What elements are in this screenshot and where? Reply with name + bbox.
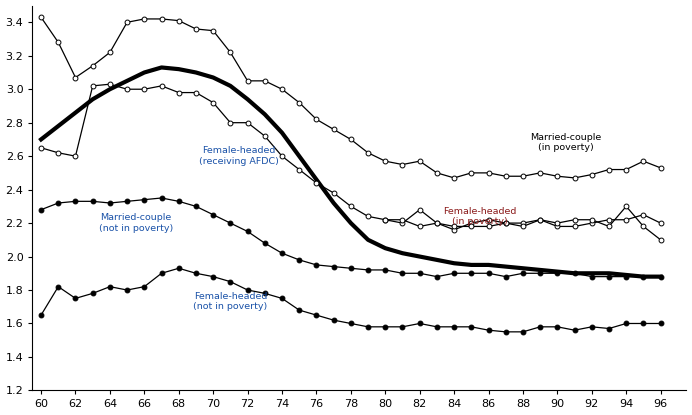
Text: Female-headed
(receiving AFDC): Female-headed (receiving AFDC) <box>199 146 279 166</box>
Text: Married-couple
(not in poverty): Married-couple (not in poverty) <box>98 213 173 233</box>
Text: Female-headed
(in poverty): Female-headed (in poverty) <box>444 207 517 226</box>
Text: Married-couple
(in poverty): Married-couple (in poverty) <box>530 133 601 152</box>
Text: Female-headed
(not in poverty): Female-headed (not in poverty) <box>193 292 268 311</box>
